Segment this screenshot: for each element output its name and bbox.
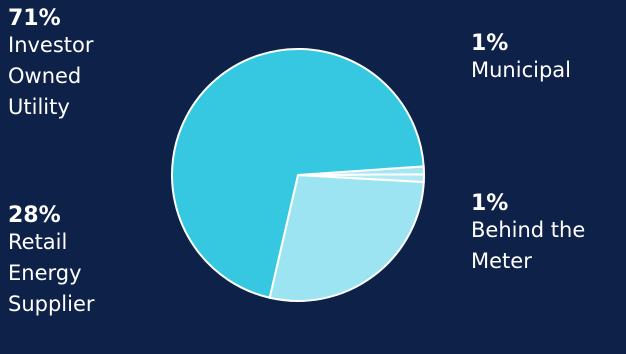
name-retail-energy-supplier: Retail Energy Supplier bbox=[8, 230, 95, 316]
label-municipal: 1% Municipal bbox=[471, 33, 571, 86]
name-behind-the-meter: Behind the Meter bbox=[471, 218, 586, 273]
pie-slice-investor-owned-utility bbox=[171, 48, 425, 299]
label-retail-energy-supplier: 28% Retail Energy Supplier bbox=[8, 205, 95, 320]
name-investor-owned-utility: Investor Owned Utility bbox=[8, 33, 94, 119]
percent-investor-owned-utility: 71% bbox=[8, 6, 61, 31]
pie-slice-retail-energy-supplier bbox=[268, 174, 425, 302]
percent-municipal: 1% bbox=[471, 31, 509, 56]
name-municipal: Municipal bbox=[471, 58, 571, 82]
percent-behind-the-meter: 1% bbox=[471, 191, 509, 216]
percent-retail-energy-supplier: 28% bbox=[8, 203, 61, 228]
label-investor-owned-utility: 71% Investor Owned Utility bbox=[8, 8, 94, 123]
label-behind-the-meter: 1% Behind the Meter bbox=[471, 193, 585, 277]
